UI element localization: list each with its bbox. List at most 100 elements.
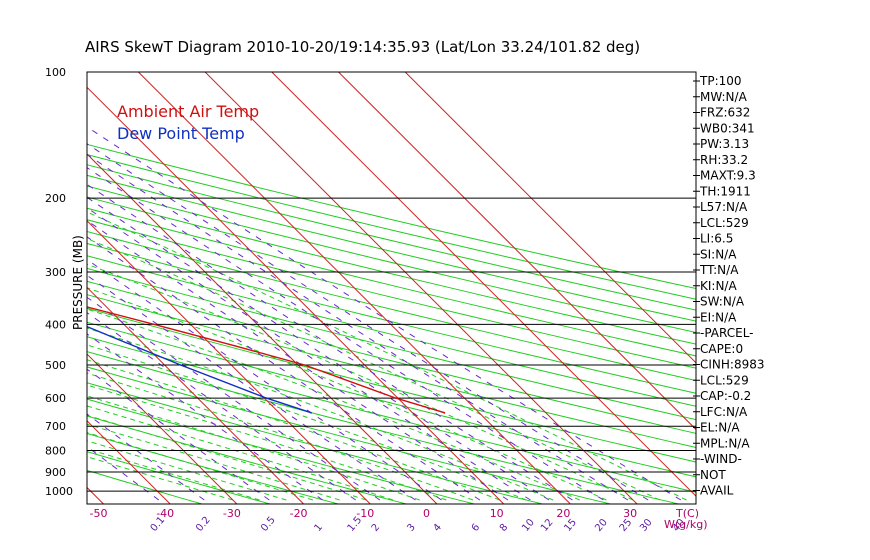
ambient-temp-line	[87, 306, 445, 414]
isotherm-line	[87, 286, 305, 504]
side-panel-item: LI:6.5	[700, 232, 733, 246]
dry-adiabat	[87, 398, 477, 504]
side-panel-item: MAXT:9.3	[700, 169, 756, 183]
isotherm-line	[138, 72, 572, 504]
bottom-tick-label: -20	[290, 507, 308, 520]
side-panel-item: L57:N/A	[700, 200, 748, 214]
side-panel-item: LFC:N/A	[700, 405, 748, 419]
dry-adiabat	[87, 242, 696, 394]
dry-adiabat	[87, 154, 696, 300]
side-panel-item: KI:N/A	[700, 279, 737, 293]
side-panel-item: RH:33.2	[700, 153, 748, 167]
dry-adiabat	[87, 469, 204, 504]
dry-adiabat	[87, 185, 696, 334]
mixing-ratio-line	[87, 153, 629, 501]
dewpoint-temp-line	[87, 325, 312, 414]
plot-frame	[86, 71, 697, 505]
dry-adiabat	[87, 351, 681, 504]
moist-adiabat	[87, 432, 314, 501]
moist-adiabat	[87, 456, 234, 501]
dry-adiabat	[87, 432, 341, 504]
moist-adiabat	[87, 211, 687, 501]
mixing-ratio-label: 8	[498, 522, 511, 534]
pressure-label: 400	[45, 318, 66, 331]
isotherm-line	[87, 86, 505, 504]
isotherms	[0, 72, 696, 508]
isotherm-line	[87, 353, 238, 504]
side-panel-item: WB0:341	[700, 121, 755, 135]
bottom-tick-label: 20	[556, 507, 570, 520]
mixing-ratio-label: 1	[312, 522, 325, 534]
isotherm-line	[271, 72, 696, 497]
side-panel-item: EL:N/A	[700, 421, 740, 435]
mixing-ratio-label: 6	[470, 522, 483, 534]
dry-adiabat	[87, 196, 696, 345]
side-panel-item: PW:3.13	[700, 137, 749, 151]
mixing-ratio-label: 4	[431, 522, 444, 534]
bottom-tick-label: 10	[490, 507, 504, 520]
moist-adiabat	[87, 287, 607, 501]
isotherm-line	[0, 72, 41, 508]
isotherm-line	[338, 72, 696, 431]
dewpoint-point	[179, 364, 182, 366]
side-panel-item: MW:N/A	[700, 90, 748, 104]
bottom-tick-label: -10	[356, 507, 374, 520]
profiles	[87, 306, 446, 414]
mixing-ratio-line	[87, 312, 356, 501]
pressure-labels: 100 200 300 400 500 600 700 800 900 1000	[45, 66, 73, 498]
dry-adiabat	[87, 164, 696, 311]
mixing-ratio-label: 3	[405, 522, 418, 534]
pressure-label: 500	[45, 359, 66, 372]
mixing-ratio-line	[87, 207, 531, 501]
mixing-ratio-label: 20	[593, 517, 610, 534]
dry-adiabat	[87, 230, 696, 382]
side-panel-item: -WIND-	[700, 452, 742, 466]
pressure-label: 200	[45, 192, 66, 205]
dewpoint-point	[310, 411, 312, 414]
mixing-ratio-lines	[87, 126, 682, 501]
pressure-label: 600	[45, 392, 66, 405]
side-panel-item: EI:N/A	[700, 310, 737, 324]
moist-adiabat	[87, 263, 634, 501]
dewpoint-point	[265, 397, 268, 399]
legend-ambient: Ambient Air Temp	[117, 102, 259, 121]
dry-adiabat	[87, 415, 409, 504]
moist-adiabat	[87, 359, 500, 501]
side-panel-item: CAP:-0.2	[700, 389, 751, 403]
isotherm-line	[204, 72, 638, 504]
side-panel-item: CAPE:0	[700, 342, 743, 356]
pressure-label: 800	[45, 445, 66, 458]
mixing-ratio-line	[87, 143, 649, 501]
side-panel-item: LCL:529	[700, 216, 749, 230]
ambient-point	[234, 345, 236, 347]
y-axis-title: PRESSURE (MB)	[71, 235, 85, 330]
mixing-ratio-line	[87, 274, 416, 501]
bottom-temperature-ticks: -50 -40 -30 -20 -10 0 10 20 30	[90, 507, 638, 520]
side-panel-item: CINH:8983	[700, 358, 765, 372]
ambient-point	[303, 364, 306, 366]
ambient-point	[153, 323, 155, 326]
mixing-ratio-label: 30	[638, 517, 655, 534]
mixing-ratio-label: 0.5	[259, 515, 278, 534]
bottom-tick-label: -40	[156, 507, 174, 520]
mixing-ratio-label: 2	[370, 522, 383, 534]
pressure-label: 300	[45, 266, 66, 279]
dry-adiabat	[87, 219, 696, 369]
bottom-tick-label: 30	[623, 507, 637, 520]
mixing-ratio-label: 0.2	[194, 515, 213, 534]
pressure-label: 900	[45, 466, 66, 479]
mixing-ratio-line	[87, 258, 442, 501]
isotherm-line	[87, 420, 171, 504]
side-panel-item: FRZ:632	[700, 106, 750, 120]
moist-adiabat	[87, 440, 287, 501]
isobars	[87, 197, 696, 492]
side-panel-item: TT:N/A	[699, 263, 739, 277]
mixing-ratio-line	[87, 126, 682, 501]
chart-title: AIRS SkewT Diagram 2010-10-20/19:14:35.9…	[85, 38, 640, 56]
mixing-ratio-line	[87, 296, 381, 501]
legend-dewpoint: Dew Point Temp	[117, 124, 245, 143]
dry-adiabat	[87, 451, 273, 504]
side-panel-item: SI:N/A	[700, 247, 737, 261]
